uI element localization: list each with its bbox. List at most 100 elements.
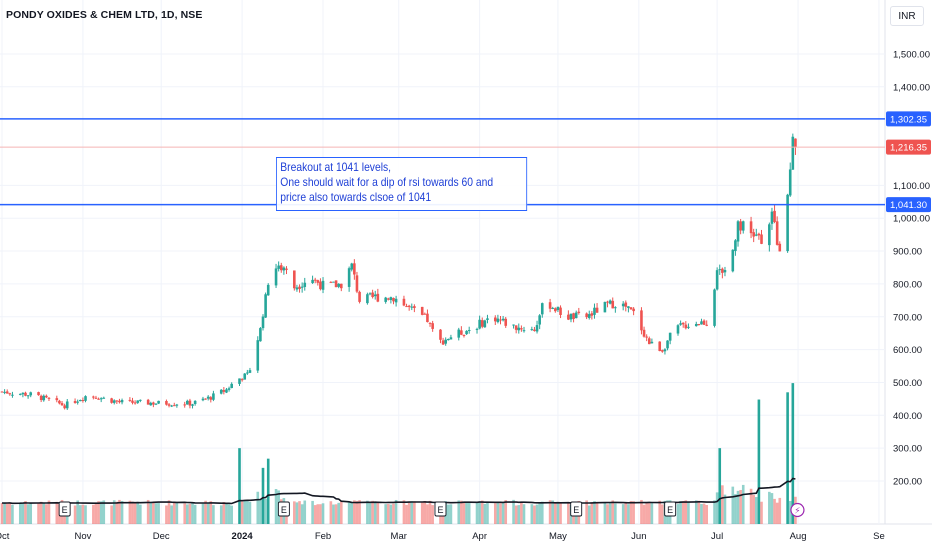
candle-body — [551, 307, 555, 309]
candle-body — [441, 340, 445, 345]
volume-bar — [316, 504, 320, 524]
volume-bar — [603, 502, 607, 524]
price-axis[interactable]: 200.00 300.00 400.00 500.00 600.00 700.00 800.… — [893, 49, 930, 487]
candle-body — [183, 404, 186, 406]
candle-body — [73, 401, 77, 403]
volume-bar — [627, 504, 630, 524]
candle-body — [650, 341, 654, 344]
y-tick-label: 600.00 — [893, 345, 922, 356]
candle-body — [175, 404, 179, 406]
volume-bar — [559, 502, 562, 524]
volume-bar — [629, 501, 633, 524]
candle-body — [517, 327, 521, 331]
y-tick-label: 700.00 — [893, 312, 922, 323]
candle-body — [734, 240, 737, 252]
lightning-icon: ⚡ — [794, 507, 800, 517]
candle-body — [248, 370, 252, 373]
volume-bars — [0, 383, 797, 524]
volume-bar — [548, 500, 552, 524]
volume-bar — [405, 504, 408, 524]
x-tick-label: Jun — [631, 531, 646, 542]
candle-body — [355, 275, 359, 292]
candle-body — [530, 329, 534, 331]
candle-body — [29, 392, 33, 396]
x-tick-label: Feb — [315, 531, 331, 542]
candle-body — [0, 391, 4, 393]
volume-bar — [264, 498, 267, 524]
volume-bar — [640, 499, 643, 524]
candle-body — [676, 325, 680, 334]
candle-body — [65, 401, 69, 409]
volume-bar — [11, 504, 14, 524]
earnings-markers[interactable]: E E E E E ⚡ — [58, 501, 805, 518]
candle-body — [514, 325, 518, 330]
candle-body — [337, 283, 340, 287]
volume-bar — [300, 504, 304, 524]
candle-body — [627, 306, 630, 308]
note-line: Breakout at 1041 levels, — [280, 160, 392, 174]
candle-body — [63, 405, 66, 409]
volume-bar — [209, 501, 213, 524]
candle-body — [133, 402, 137, 404]
candle-body — [42, 395, 46, 401]
currency-button[interactable]: INR — [890, 6, 924, 26]
volume-bar — [428, 500, 432, 524]
candle-body — [663, 349, 667, 352]
annotation-note[interactable]: Breakout at 1041 levels, One should wait… — [276, 157, 528, 211]
volume-bar — [157, 502, 160, 524]
volume-bar — [499, 503, 502, 524]
candle-body — [590, 313, 594, 316]
volume-bar — [172, 502, 176, 524]
volume-bar — [386, 504, 390, 524]
candle-body — [687, 326, 690, 328]
candle-body — [256, 340, 260, 371]
candle-body — [428, 322, 432, 324]
volume-bar — [478, 501, 481, 524]
volume-bar — [426, 504, 429, 524]
volume-bar — [661, 504, 664, 524]
candle-body — [227, 388, 231, 390]
volume-bar — [206, 503, 210, 524]
candle-body — [632, 308, 635, 312]
candle-body — [749, 221, 753, 234]
x-tick-label: Jul — [711, 531, 723, 542]
candle-body — [94, 397, 98, 399]
volume-bar — [475, 501, 479, 524]
candle-body — [300, 286, 304, 288]
volume-bar — [642, 504, 646, 524]
volume-bar — [467, 501, 471, 524]
x-tick-label: May — [549, 531, 567, 542]
time-axis[interactable]: Oct Nov Dec 2024 Feb Mar Apr May Jun Jul Aug Se — [0, 531, 885, 542]
volume-bar — [368, 501, 372, 524]
volume-bar — [554, 502, 557, 524]
candle-body — [606, 301, 609, 303]
candle-body — [120, 399, 124, 403]
volume-bar — [496, 501, 500, 524]
candle-body — [504, 318, 508, 326]
candle-body — [522, 330, 526, 332]
volume-bar — [42, 503, 46, 524]
level-tag — [886, 111, 931, 127]
candle-body — [496, 318, 500, 323]
volume-bar — [81, 504, 85, 524]
volume-bar — [420, 501, 424, 524]
volume-bar — [775, 502, 779, 524]
volume-bar — [115, 501, 119, 524]
candle-body — [115, 400, 119, 402]
candle-body — [447, 339, 450, 341]
volume-bar — [136, 502, 140, 524]
candle-body — [240, 379, 244, 381]
candle-body — [593, 307, 596, 315]
volume-bar — [407, 501, 411, 524]
candle-body — [295, 287, 299, 290]
earnings-marker-label: E — [437, 505, 443, 515]
candle-body — [520, 328, 523, 330]
candle-body — [350, 263, 354, 270]
volume-bar — [705, 505, 708, 524]
y-tick-label: 900.00 — [893, 247, 922, 258]
volume-bar — [340, 501, 343, 524]
earnings-marker-label: E — [573, 505, 579, 515]
candle-body — [668, 332, 672, 341]
candle-body — [386, 298, 390, 300]
